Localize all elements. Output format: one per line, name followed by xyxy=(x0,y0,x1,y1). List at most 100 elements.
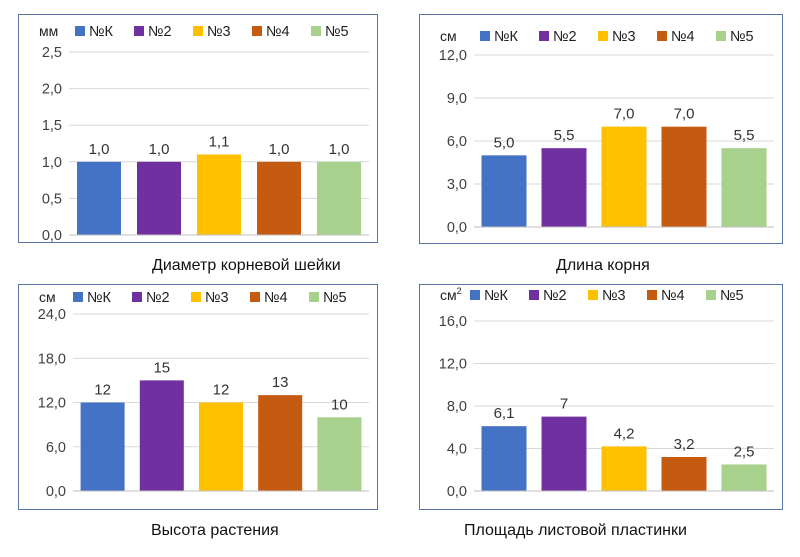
legend-label: №2 xyxy=(146,290,170,306)
legend-label: №2 xyxy=(543,288,567,304)
bar xyxy=(258,395,303,491)
bar-value-label: 7,0 xyxy=(614,106,635,123)
bar-value-label: 12 xyxy=(213,382,230,399)
bar xyxy=(661,126,707,227)
bar xyxy=(317,417,362,491)
legend-swatch xyxy=(706,290,716,300)
y-tick-label: 1,5 xyxy=(42,118,62,134)
y-unit-label: см xyxy=(440,28,457,44)
y-tick-label: 1,0 xyxy=(42,155,62,171)
y-tick-label: 0,0 xyxy=(447,220,467,236)
bar xyxy=(197,154,241,235)
legend-swatch xyxy=(588,290,598,300)
legend-label: №К xyxy=(87,290,112,306)
bar xyxy=(601,126,647,227)
bar xyxy=(541,148,587,227)
legend-label: №5 xyxy=(720,288,744,304)
y-tick-label: 4,0 xyxy=(447,442,467,458)
chart-root-collar-diameter: 0,0 0,5 1,0 1,5 2,0 2,5 мм №К №2 №3 №4 №5 1,0 1,0 1,1 1… xyxy=(39,23,369,244)
bar xyxy=(481,155,527,227)
y-tick-label: 9,0 xyxy=(447,91,467,107)
bar-value-label: 5,5 xyxy=(554,127,575,144)
bar xyxy=(481,426,527,491)
y-tick-label: 3,0 xyxy=(447,177,467,193)
chart-frame: 0,0 6,0 12,0 18,0 24,0 см №К №2 №3 №4 №5 12 15 12 13 10 xyxy=(18,284,378,510)
legend-swatch xyxy=(309,292,319,302)
bar xyxy=(721,464,767,491)
bar-value-label: 3,2 xyxy=(674,436,695,453)
bar xyxy=(137,161,181,235)
legend-label: №4 xyxy=(661,288,685,304)
y-unit-label: см2 xyxy=(440,286,462,303)
legend-swatch xyxy=(193,26,203,36)
y-tick-label: 0,0 xyxy=(46,484,66,500)
y-tick-label: 12,0 xyxy=(439,48,467,64)
y-tick-label: 6,0 xyxy=(46,440,66,456)
legend-label: №4 xyxy=(671,29,695,45)
y-tick-label: 6,0 xyxy=(447,134,467,150)
chart-frame: 0,0 0,5 1,0 1,5 2,0 2,5 мм №К №2 №3 №4 №5 1,0 1,0 1,1 1… xyxy=(18,14,378,244)
legend-label: №3 xyxy=(602,288,626,304)
legend-swatch xyxy=(311,26,321,36)
y-tick-label: 12,0 xyxy=(38,396,66,412)
legend-swatch xyxy=(134,26,144,36)
legend-label: №3 xyxy=(612,29,636,45)
bar-value-label: 5,0 xyxy=(494,134,515,151)
bar xyxy=(77,161,121,235)
y-tick-label: 18,0 xyxy=(38,351,66,367)
bar-value-label: 1,1 xyxy=(209,133,230,150)
legend-swatch xyxy=(252,26,262,36)
legend-swatch xyxy=(480,31,490,41)
bar xyxy=(661,457,707,491)
bar-value-label: 7,0 xyxy=(674,106,695,123)
bar-value-label: 1,0 xyxy=(149,141,170,158)
bar-value-label: 4,2 xyxy=(614,425,635,442)
chart-frame: 0,0 3,0 6,0 9,0 12,0 см №К №2 №3 №4 №5 5,0 5,5 7,0 7,0… xyxy=(419,14,783,244)
legend-label: №2 xyxy=(148,24,172,40)
y-tick-label: 2,0 xyxy=(42,82,62,98)
bar-value-label: 1,0 xyxy=(89,141,110,158)
y-tick-label: 0,5 xyxy=(42,191,62,207)
y-tick-label: 8,0 xyxy=(447,399,467,415)
bar-value-label: 12 xyxy=(94,382,111,399)
legend-swatch xyxy=(598,31,608,41)
legend-label: №5 xyxy=(323,290,347,306)
bar-value-label: 13 xyxy=(272,374,289,391)
legend-swatch xyxy=(250,292,260,302)
legend-label: №К xyxy=(89,24,114,40)
bar-value-label: 5,5 xyxy=(734,127,755,144)
legend-label: №К xyxy=(494,29,519,45)
bar xyxy=(257,161,301,235)
chart-frame: 0,0 4,0 8,0 12,0 16,0 см2 №К №2 №3 №4 №5 6,1 7 4,2 3,2… xyxy=(419,284,783,510)
bar-value-label: 10 xyxy=(331,396,348,413)
y-tick-label: 16,0 xyxy=(439,314,467,330)
legend-label: №4 xyxy=(264,290,288,306)
legend-label: №2 xyxy=(553,29,577,45)
bar xyxy=(80,402,125,491)
bar-value-label: 2,5 xyxy=(734,443,755,460)
chart-leaf-blade-area: 0,0 4,0 8,0 12,0 16,0 см2 №К №2 №3 №4 №5 6,1 7 4,2 3,2… xyxy=(439,286,774,500)
legend-label: №3 xyxy=(207,24,231,40)
bar-value-label: 1,0 xyxy=(269,141,290,158)
legend-swatch xyxy=(191,292,201,302)
y-tick-label: 24,0 xyxy=(38,307,66,323)
legend-label: №3 xyxy=(205,290,229,306)
chart-caption: Площадь листовой пластинки xyxy=(464,522,687,539)
bar xyxy=(199,402,243,491)
chart-caption: Высота растения xyxy=(151,522,279,539)
legend-swatch xyxy=(539,31,549,41)
bar xyxy=(721,148,767,227)
y-tick-label: 0,0 xyxy=(447,484,467,500)
bar xyxy=(601,446,647,491)
legend-label: №К xyxy=(484,288,509,304)
legend-swatch xyxy=(647,290,657,300)
y-unit-label: мм xyxy=(39,23,58,39)
legend-swatch xyxy=(716,31,726,41)
unit-superscript: 2 xyxy=(457,286,462,296)
bar xyxy=(541,416,587,491)
y-tick-label: 2,5 xyxy=(42,45,62,61)
legend-label: №5 xyxy=(325,24,349,40)
legend-swatch xyxy=(470,290,480,300)
bar-value-label: 1,0 xyxy=(329,141,350,158)
chart-caption: Диаметр корневой шейки xyxy=(152,257,341,274)
